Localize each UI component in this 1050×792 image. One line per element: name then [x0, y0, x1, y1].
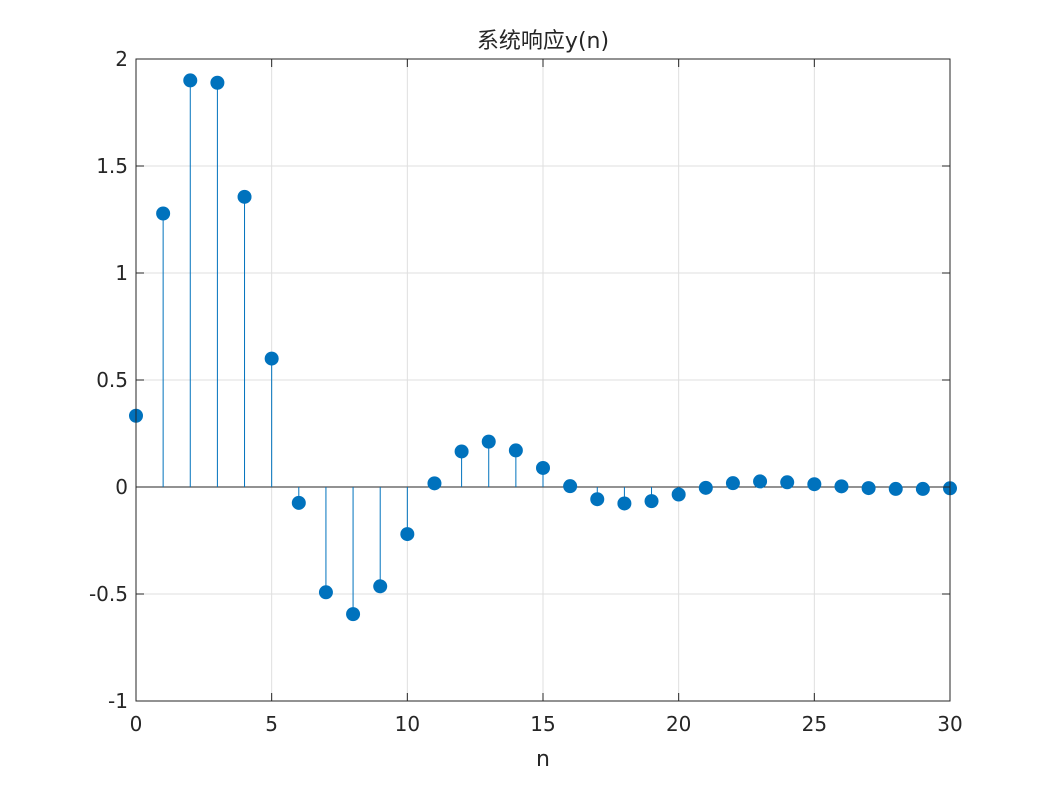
x-tick-label: 10	[395, 712, 420, 736]
x-tick-label: 0	[130, 712, 143, 736]
x-tick-label: 20	[666, 712, 691, 736]
stem-marker	[237, 189, 252, 204]
stem-marker	[508, 443, 523, 458]
stem-marker	[725, 476, 740, 491]
stem-marker	[834, 479, 849, 494]
stem-marker	[318, 585, 333, 600]
y-ticks: -1 -0.5 0 0.5 1 1.5 2	[89, 47, 950, 713]
stem-marker	[536, 460, 550, 475]
y-tick-label: 0.5	[96, 368, 128, 392]
x-tick-label: 30	[937, 712, 962, 736]
markers	[129, 73, 957, 622]
stem-marker	[210, 75, 225, 90]
stem-marker	[264, 351, 279, 366]
stem-marker	[454, 444, 469, 459]
x-axis-label: n	[536, 747, 550, 772]
stem-marker	[617, 496, 632, 511]
y-tick-label: 1.5	[96, 154, 128, 178]
stem-marker	[644, 494, 659, 509]
stem-marker	[400, 527, 415, 542]
stem-marker	[291, 495, 306, 510]
stem-marker	[915, 481, 930, 496]
stem-marker	[346, 607, 361, 622]
stem-marker	[427, 476, 442, 491]
x-tick-label: 5	[265, 712, 278, 736]
stem-marker	[753, 474, 768, 489]
stem-marker	[698, 480, 713, 495]
stem-marker	[563, 479, 578, 494]
y-tick-label: -1	[108, 689, 128, 713]
stem-marker	[373, 579, 388, 594]
y-tick-label: 2	[115, 47, 128, 71]
y-tick-label: -0.5	[89, 582, 128, 606]
y-tick-label: 1	[115, 261, 128, 285]
stem-marker	[861, 481, 876, 496]
stem-marker	[780, 475, 795, 490]
stem-marker	[888, 481, 903, 496]
chart-title: 系统响应y(n)	[477, 29, 609, 54]
y-tick-label: 0	[115, 475, 128, 499]
x-ticks: 0 5 10 15 20 25 30	[130, 59, 963, 736]
x-tick-label: 15	[530, 712, 555, 736]
stem-marker	[156, 206, 171, 221]
stem-marker	[807, 477, 822, 492]
x-tick-label: 25	[802, 712, 827, 736]
stem-marker	[183, 73, 198, 88]
stem-marker	[590, 492, 605, 507]
stem-marker	[481, 434, 496, 449]
stem-marker	[671, 487, 686, 502]
